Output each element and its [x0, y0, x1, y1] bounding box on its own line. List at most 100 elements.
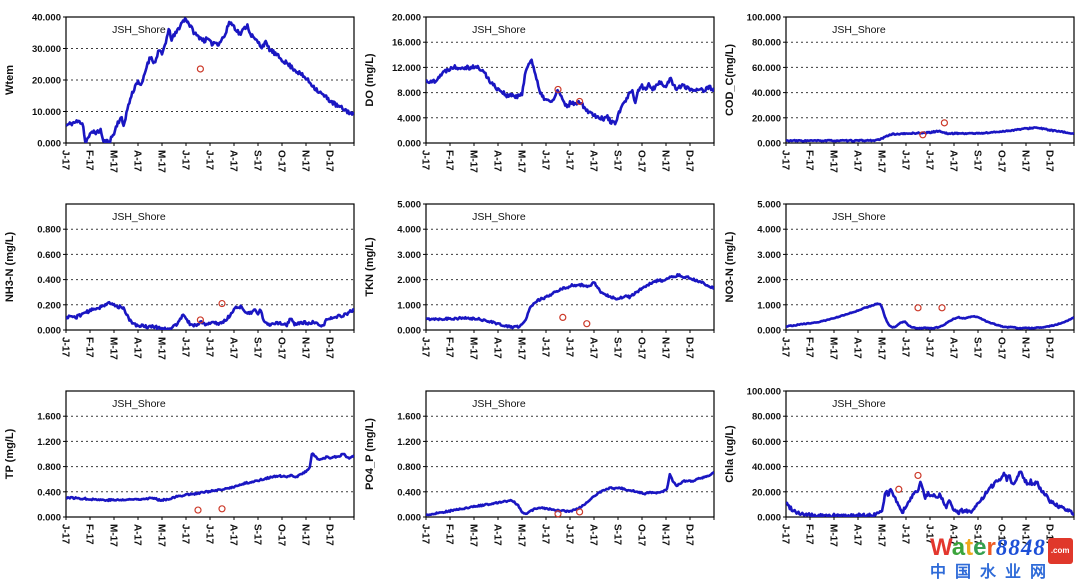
gridlines [426, 41, 714, 119]
gridlines [786, 228, 1074, 306]
outlier-point [895, 485, 903, 493]
x-tick-label: N-17 [300, 337, 311, 359]
po4-p-chart: 0.000 0.400 0.800 1.200 1.600 J-17 F-17 M-17 A-1… [364, 390, 715, 547]
x-tick-label: M-17 [156, 524, 167, 547]
outlier-point [938, 304, 946, 312]
x-tick-label: F-17 [444, 337, 455, 358]
chart-cell-nh3-n: 0.000 0.200 0.400 0.600 0.800 J-17 F-17 M-17 A-1… [0, 191, 360, 378]
outlier-point [940, 119, 948, 127]
x-tick-label: J-17 [420, 150, 431, 170]
watermark-brand: Water8848 .com [930, 536, 1076, 564]
y-axis-label: TP (mg/L) [4, 428, 16, 479]
x-tick-label: F-17 [84, 524, 95, 545]
x-tick-label: A-17 [948, 337, 959, 359]
x-tick-label: F-17 [804, 150, 815, 171]
station-title: JSH_Shore [112, 211, 166, 223]
outlier-point [196, 65, 204, 73]
x-tick-label: J-17 [564, 150, 575, 170]
x-tick-label: J-17 [780, 337, 791, 357]
x-axis: J-17 F-17 M-17 A-17 M-17 J-17 J-17 A-17 S-17 O-17… [780, 330, 1075, 360]
y-axis: 0.000 1.000 2.000 3.000 4.000 5.000 [757, 200, 786, 337]
y-tick-label: 5.000 [397, 200, 421, 211]
x-tick-label: A-17 [852, 337, 863, 359]
x-tick-label: J-17 [540, 524, 551, 544]
plot-frame [65, 203, 355, 331]
y-tick-label: 3.000 [757, 250, 781, 261]
series-line [786, 470, 1074, 517]
y-tick-label: 0.800 [397, 462, 421, 473]
x-tick-label: J-17 [540, 337, 551, 357]
chart-cell-no3-n: 0.000 1.000 2.000 3.000 4.000 5.000 J-17 F-17 M-… [720, 191, 1080, 378]
x-tick-label: N-17 [300, 150, 311, 172]
x-tick-label: O-17 [996, 524, 1007, 547]
x-tick-label: J-17 [420, 337, 431, 357]
brand-letter: t [965, 534, 974, 561]
x-tick-label: F-17 [84, 150, 95, 171]
y-tick-label: 1.000 [757, 300, 781, 311]
brand-letter: W [930, 534, 952, 561]
x-tick-label: O-17 [636, 524, 647, 547]
y-tick-label: 4.000 [757, 225, 781, 236]
x-tick-label: N-17 [660, 337, 671, 359]
x-tick-label: S-17 [612, 337, 623, 359]
x-tick-label: J-17 [900, 524, 911, 544]
chla-chart: 0.000 20.000 40.000 60.000 80.000 100.000 J-17… [724, 387, 1075, 547]
series-line [66, 17, 354, 143]
y-tick-label: 0.000 [397, 513, 421, 524]
x-axis: J-17 F-17 M-17 A-17 M-17 J-17 J-17 A-17 S-17 O-17… [60, 517, 355, 547]
tkn-chart: 0.000 1.000 2.000 3.000 4.000 5.000 J-17 F-17 M-… [364, 200, 715, 360]
y-tick-label: 1.600 [37, 412, 61, 423]
x-tick-label: N-17 [660, 524, 671, 546]
x-tick-label: S-17 [252, 150, 263, 172]
series-line [786, 302, 1074, 330]
y-tick-label: 0.000 [757, 513, 781, 524]
y-tick-label: 20.000 [752, 113, 781, 124]
chart-cell-chla: 0.000 20.000 40.000 60.000 80.000 100.000 J-17… [720, 378, 1080, 565]
y-tick-label: 80.000 [752, 38, 781, 49]
x-tick-label: J-17 [900, 150, 911, 170]
x-tick-label: A-17 [228, 524, 239, 546]
x-axis: J-17 F-17 M-17 A-17 M-17 J-17 J-17 A-17 S-17 O-17… [420, 330, 715, 360]
y-axis-label: NH3-N (mg/L) [4, 232, 16, 303]
outlier-point [194, 506, 202, 514]
x-tick-label: M-17 [468, 524, 479, 547]
x-tick-label: M-17 [468, 150, 479, 173]
y-axis: 0.000 4.000 8.000 12.000 16.000 20.000 [392, 13, 426, 150]
watermark: Water8848 .com 中国水业网 [930, 536, 1076, 582]
y-tick-label: 0.200 [37, 300, 61, 311]
y-tick-label: 10.000 [32, 107, 61, 118]
chart-cell-po4-p: 0.000 0.400 0.800 1.200 1.600 J-17 F-17 M-17 A-1… [360, 378, 720, 565]
y-tick-label: 100.000 [747, 13, 781, 24]
outlier-point [576, 97, 584, 106]
x-tick-label: O-17 [996, 150, 1007, 173]
x-tick-label: A-17 [588, 337, 599, 359]
charts-grid: 0.000 10.000 20.000 30.000 40.000 J-17 F-17 M-1… [0, 13, 1080, 565]
x-tick-label: J-17 [564, 524, 575, 544]
x-tick-label: D-17 [324, 150, 335, 172]
x-tick-label: M-17 [108, 150, 119, 173]
y-tick-label: 0.400 [37, 275, 61, 286]
x-tick-label: J-17 [540, 150, 551, 170]
x-axis: J-17 F-17 M-17 A-17 M-17 J-17 J-17 A-17 S-17 O-17… [420, 517, 715, 547]
x-tick-label: S-17 [972, 337, 983, 359]
station-title: JSH_Shore [112, 24, 166, 36]
x-tick-label: O-17 [996, 337, 1007, 360]
x-tick-label: M-17 [156, 337, 167, 360]
x-tick-label: M-17 [516, 150, 527, 173]
x-tick-label: M-17 [516, 337, 527, 360]
y-tick-label: 20.000 [32, 76, 61, 87]
y-tick-label: 60.000 [752, 63, 781, 74]
x-tick-label: M-17 [156, 150, 167, 173]
x-tick-label: J-17 [780, 150, 791, 170]
x-tick-label: S-17 [972, 524, 983, 546]
gridlines [786, 41, 1074, 119]
y-axis-label: DO (mg/L) [364, 53, 376, 106]
no3-n-chart: 0.000 1.000 2.000 3.000 4.000 5.000 J-17 F-17 M-… [724, 200, 1075, 360]
x-tick-label: J-17 [900, 337, 911, 357]
brand-com-badge: .com [1047, 538, 1073, 564]
series-line [426, 273, 714, 330]
x-tick-label: J-17 [924, 337, 935, 357]
x-axis: J-17 F-17 M-17 A-17 M-17 J-17 J-17 A-17 S-17 O-17… [60, 330, 355, 360]
x-tick-label: S-17 [612, 524, 623, 546]
y-tick-label: 0.800 [37, 462, 61, 473]
